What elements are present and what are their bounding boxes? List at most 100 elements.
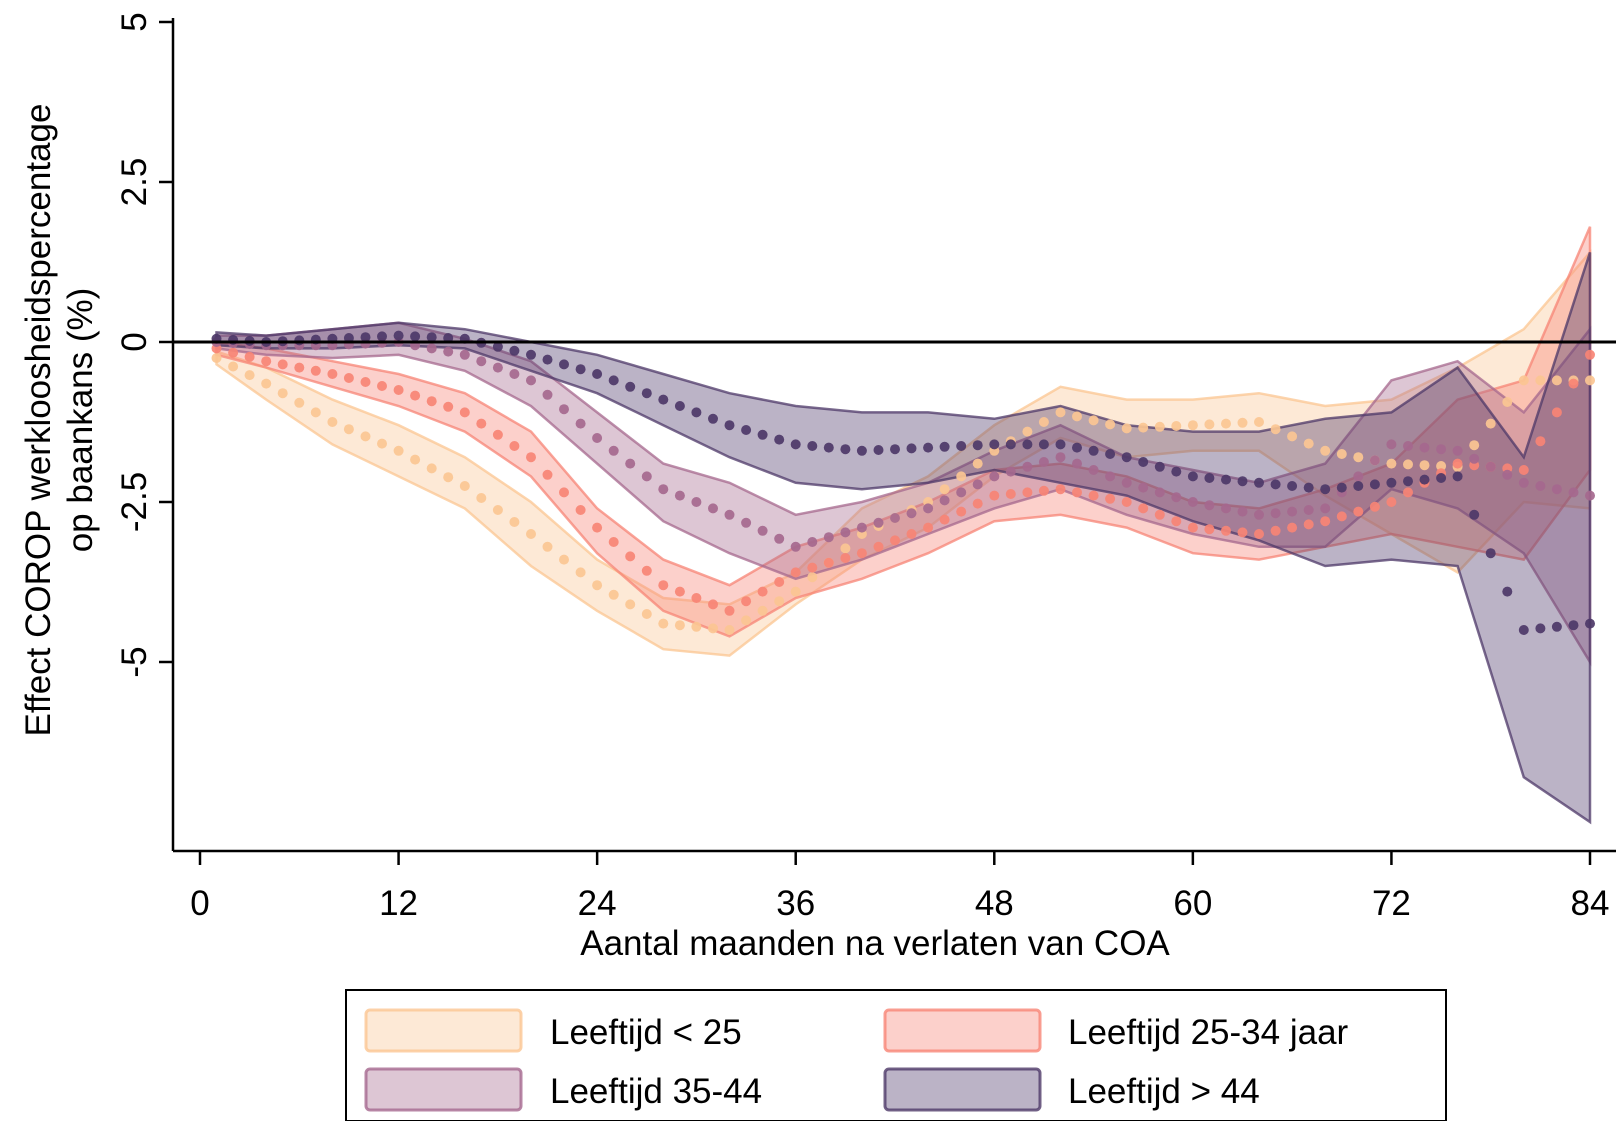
data-point bbox=[1353, 506, 1364, 517]
data-point bbox=[906, 508, 917, 519]
x-tick-label: 72 bbox=[1372, 884, 1411, 923]
data-point bbox=[377, 438, 387, 449]
data-point bbox=[1386, 477, 1397, 488]
legend-label-age-25-34: Leeftijd 25-34 jaar bbox=[1068, 1013, 1349, 1052]
data-point bbox=[790, 541, 801, 552]
data-point bbox=[1419, 442, 1430, 453]
data-point bbox=[1303, 438, 1314, 449]
data-point bbox=[1551, 407, 1562, 418]
data-point bbox=[790, 567, 801, 578]
data-point bbox=[608, 589, 619, 600]
data-point bbox=[1254, 529, 1264, 539]
data-point bbox=[1485, 418, 1496, 429]
y-tick-label: 0 bbox=[115, 332, 154, 351]
data-point bbox=[956, 487, 967, 498]
data-point bbox=[410, 331, 421, 342]
data-point bbox=[1237, 506, 1248, 517]
data-point bbox=[509, 517, 520, 527]
data-point bbox=[542, 541, 553, 552]
data-point bbox=[1518, 477, 1529, 488]
data-point bbox=[559, 404, 569, 415]
x-tick-label: 36 bbox=[776, 884, 815, 923]
data-point bbox=[1254, 477, 1264, 488]
y-tick-label: 5 bbox=[115, 12, 154, 31]
data-point bbox=[277, 388, 288, 399]
data-point bbox=[641, 388, 652, 399]
data-point bbox=[575, 567, 586, 578]
data-point bbox=[1088, 465, 1099, 475]
data-point bbox=[1403, 459, 1413, 470]
data-point bbox=[873, 541, 884, 552]
data-point bbox=[890, 535, 900, 546]
data-point bbox=[856, 522, 867, 533]
data-point bbox=[989, 439, 1000, 450]
data-point bbox=[823, 442, 834, 453]
data-point bbox=[1320, 516, 1331, 527]
data-point bbox=[890, 513, 900, 523]
y-axis-title-line1: Effect COROP werkloosheidspercentage bbox=[19, 104, 58, 737]
x-tick-label: 84 bbox=[1571, 884, 1610, 923]
data-point bbox=[1204, 500, 1215, 511]
data-point bbox=[476, 418, 487, 429]
data-point bbox=[1336, 511, 1347, 522]
data-point bbox=[575, 364, 586, 375]
data-point bbox=[823, 557, 834, 568]
data-point bbox=[1436, 473, 1447, 483]
legend-label-age-under-25: Leeftijd < 25 bbox=[550, 1013, 742, 1052]
data-point bbox=[509, 441, 520, 451]
data-point bbox=[542, 389, 553, 400]
confidence-bands bbox=[215, 226, 1592, 825]
data-point bbox=[410, 390, 421, 401]
data-point bbox=[542, 469, 553, 480]
data-point bbox=[856, 445, 867, 456]
data-point bbox=[956, 441, 967, 451]
data-point bbox=[1022, 426, 1033, 437]
data-point bbox=[923, 522, 934, 533]
data-point bbox=[790, 586, 801, 597]
data-point bbox=[1204, 524, 1215, 535]
data-point bbox=[807, 537, 818, 547]
data-point bbox=[1485, 461, 1496, 472]
data-point bbox=[1270, 424, 1281, 435]
data-point bbox=[1171, 492, 1182, 503]
data-point bbox=[526, 375, 536, 386]
data-point bbox=[244, 351, 255, 362]
data-point bbox=[741, 517, 752, 528]
data-point bbox=[1187, 497, 1198, 507]
data-point bbox=[1518, 625, 1529, 635]
legend-swatch-age-25-34 bbox=[883, 1008, 1042, 1053]
data-point bbox=[939, 441, 950, 452]
data-point bbox=[939, 484, 950, 495]
data-point bbox=[741, 425, 752, 435]
data-point bbox=[1187, 420, 1198, 431]
data-point bbox=[873, 517, 884, 528]
data-point bbox=[1386, 458, 1397, 469]
data-point bbox=[1055, 439, 1066, 450]
data-point bbox=[327, 369, 338, 379]
data-point bbox=[1022, 461, 1033, 472]
data-point bbox=[1121, 497, 1132, 507]
data-point bbox=[923, 442, 934, 453]
data-point bbox=[443, 472, 454, 483]
data-point bbox=[1386, 439, 1397, 450]
data-point bbox=[1403, 476, 1413, 487]
y-axis-title-line2: op baankans (%) bbox=[61, 288, 100, 553]
data-point bbox=[840, 553, 851, 563]
data-point bbox=[592, 580, 603, 591]
data-point bbox=[492, 341, 503, 352]
y-tick-label: -5 bbox=[115, 646, 154, 677]
data-point bbox=[1005, 466, 1016, 477]
data-point bbox=[658, 580, 669, 591]
data-point bbox=[1005, 489, 1016, 499]
data-point bbox=[1535, 436, 1546, 447]
data-point bbox=[492, 362, 503, 373]
data-point bbox=[1419, 460, 1430, 471]
data-point bbox=[691, 497, 702, 507]
data-point bbox=[377, 331, 387, 342]
data-point bbox=[708, 623, 718, 634]
data-point bbox=[807, 572, 818, 583]
data-point bbox=[674, 586, 685, 597]
data-point bbox=[360, 332, 371, 343]
data-point bbox=[989, 471, 1000, 482]
legend-swatch-age-under-25 bbox=[364, 1008, 523, 1053]
